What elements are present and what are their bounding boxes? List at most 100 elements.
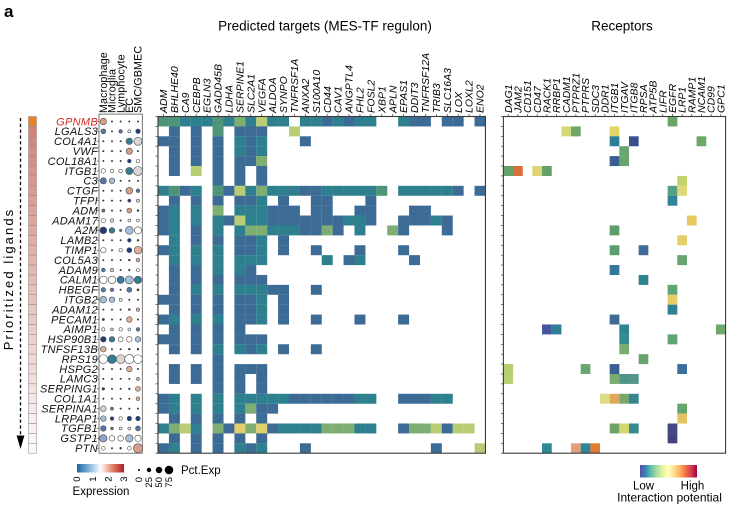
- svg-text:EGFR: EGFR: [667, 83, 679, 113]
- svg-text:ITGB2: ITGB2: [65, 295, 98, 307]
- svg-text:EPAS1: EPAS1: [398, 80, 410, 113]
- svg-text:RPS19: RPS19: [62, 354, 98, 366]
- svg-text:ATP5B: ATP5B: [648, 81, 660, 114]
- svg-text:SDC3: SDC3: [590, 85, 602, 113]
- svg-text:ADM: ADM: [72, 205, 99, 217]
- svg-text:CA9: CA9: [180, 92, 192, 113]
- svg-text:ALDOA: ALDOA: [267, 77, 279, 114]
- svg-text:TNFRSF12A: TNFRSF12A: [420, 53, 432, 113]
- svg-text:25: 25: [144, 477, 155, 488]
- svg-text:SLC16A3: SLC16A3: [442, 68, 454, 113]
- svg-text:TNFSF13B: TNFSF13B: [41, 344, 98, 356]
- svg-text:ANGPTL4: ANGPTL4: [344, 65, 356, 114]
- svg-text:75: 75: [164, 477, 175, 488]
- svg-text:Macrophage: Macrophage: [98, 52, 110, 113]
- svg-text:DDIT3: DDIT3: [409, 83, 421, 113]
- svg-text:High: High: [681, 481, 705, 493]
- svg-text:XBP1: XBP1: [376, 86, 388, 114]
- svg-text:DAG1: DAG1: [503, 84, 515, 113]
- svg-text:0: 0: [72, 477, 83, 482]
- svg-text:ADAM12: ADAM12: [51, 304, 98, 316]
- svg-text:Interaction potential: Interaction potential: [617, 491, 722, 505]
- svg-text:Pct.Exp: Pct.Exp: [181, 465, 221, 477]
- svg-text:JAM2: JAM2: [512, 86, 524, 114]
- svg-text:HSPG2: HSPG2: [59, 364, 98, 376]
- svg-text:GADD45B: GADD45B: [213, 64, 225, 113]
- svg-text:TGFB1: TGFB1: [61, 423, 98, 435]
- svg-text:ENO2: ENO2: [475, 84, 487, 113]
- svg-text:ADAM9: ADAM9: [58, 265, 98, 277]
- svg-text:ANXA2: ANXA2: [300, 78, 312, 114]
- svg-text:ADAM17: ADAM17: [51, 215, 98, 227]
- svg-text:GSTP1: GSTP1: [60, 433, 98, 445]
- svg-text:PTN: PTN: [75, 443, 98, 455]
- svg-text:A2M: A2M: [73, 225, 98, 237]
- svg-text:TFPI: TFPI: [73, 195, 98, 207]
- svg-text:GPNMB: GPNMB: [56, 116, 98, 128]
- svg-text:SMC/GBMEC: SMC/GBMEC: [133, 46, 145, 113]
- svg-text:SERPINE1: SERPINE1: [234, 61, 246, 113]
- svg-text:COL18A1: COL18A1: [48, 156, 98, 168]
- svg-text:0: 0: [134, 477, 145, 482]
- svg-text:a: a: [4, 2, 14, 21]
- svg-text:HSP90B1: HSP90B1: [48, 334, 98, 346]
- svg-text:ITGAV: ITGAV: [619, 81, 631, 113]
- svg-text:LOX: LOX: [453, 91, 465, 113]
- svg-text:VEGFA: VEGFA: [256, 78, 268, 113]
- svg-text:RACK1: RACK1: [541, 78, 553, 113]
- svg-text:3: 3: [119, 477, 130, 482]
- svg-text:LAMC3: LAMC3: [60, 374, 99, 386]
- svg-text:LRP1: LRP1: [677, 87, 689, 113]
- svg-text:SERPING1: SERPING1: [40, 384, 98, 396]
- svg-text:VWF: VWF: [73, 146, 99, 158]
- svg-text:CTGF: CTGF: [67, 186, 99, 198]
- svg-text:ITGB8: ITGB8: [628, 82, 640, 113]
- svg-text:RAMP1: RAMP1: [686, 77, 698, 113]
- svg-text:NCAM1: NCAM1: [696, 76, 708, 113]
- svg-text:Low: Low: [633, 481, 655, 493]
- svg-text:COL5A3: COL5A3: [54, 255, 99, 267]
- svg-text:PTPRS: PTPRS: [580, 78, 592, 113]
- svg-text:DDR1: DDR1: [599, 84, 611, 113]
- svg-text:TNFRSF1A: TNFRSF1A: [289, 59, 301, 113]
- svg-text:LRPAP1: LRPAP1: [55, 413, 98, 425]
- svg-text:EC: EC: [124, 98, 136, 113]
- svg-text:GPC1: GPC1: [715, 84, 727, 113]
- svg-text:ITGB1: ITGB1: [609, 83, 621, 113]
- svg-text:COL4A1: COL4A1: [54, 136, 98, 148]
- svg-text:Expression: Expression: [73, 486, 130, 498]
- svg-text:RPSA: RPSA: [638, 84, 650, 113]
- svg-text:PTPRZ1: PTPRZ1: [570, 73, 582, 113]
- svg-text:C3: C3: [83, 176, 98, 188]
- svg-text:AIMP1: AIMP1: [62, 324, 98, 336]
- svg-text:SYNPO: SYNPO: [278, 76, 290, 113]
- svg-text:APLN: APLN: [387, 85, 399, 114]
- svg-text:BHLHE40: BHLHE40: [169, 66, 181, 113]
- svg-text:Predicted targets (MES-TF regu: Predicted targets (MES-TF regulon): [218, 19, 432, 34]
- svg-text:ADM: ADM: [158, 89, 170, 114]
- svg-text:FOSL2: FOSL2: [365, 80, 377, 113]
- svg-text:LAMB2: LAMB2: [60, 235, 98, 247]
- svg-text:TRIB3: TRIB3: [431, 83, 443, 113]
- svg-text:HBEGF: HBEGF: [59, 285, 99, 297]
- svg-text:Prioritized ligands: Prioritized ligands: [1, 208, 16, 351]
- svg-text:CD99: CD99: [706, 86, 718, 113]
- svg-text:CEBPB: CEBPB: [191, 77, 203, 113]
- svg-text:Receptors: Receptors: [591, 19, 653, 34]
- svg-text:CD151: CD151: [522, 80, 534, 113]
- svg-text:50: 50: [154, 477, 165, 488]
- svg-text:CAV1: CAV1: [333, 86, 345, 113]
- svg-text:SLC2A1: SLC2A1: [245, 74, 257, 113]
- svg-text:RRBP1: RRBP1: [551, 78, 563, 113]
- svg-text:1: 1: [88, 477, 99, 482]
- svg-text:FHL2: FHL2: [355, 87, 367, 113]
- svg-text:COL1A1: COL1A1: [54, 394, 98, 406]
- svg-text:EGLN3: EGLN3: [202, 78, 214, 113]
- svg-text:CD47: CD47: [532, 85, 544, 113]
- svg-text:SERPINA1: SERPINA1: [41, 403, 98, 415]
- svg-text:LIFR: LIFR: [657, 90, 669, 113]
- svg-text:LDHA: LDHA: [224, 85, 236, 113]
- svg-text:2: 2: [104, 477, 115, 482]
- svg-text:TIMP1: TIMP1: [64, 245, 98, 257]
- svg-text:Microglia: Microglia: [107, 69, 119, 113]
